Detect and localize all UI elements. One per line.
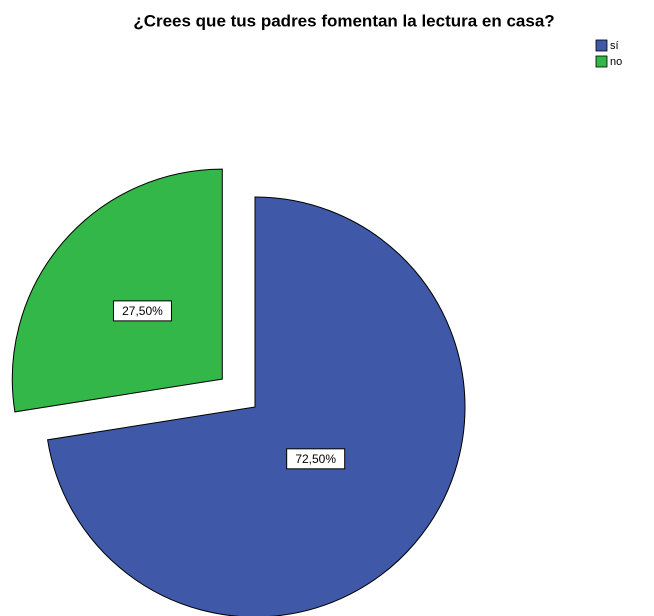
legend-label: sí: [610, 40, 619, 52]
data-label: 27,50%: [122, 304, 163, 318]
chart-title: ¿Crees que tus padres fomentan la lectur…: [133, 11, 554, 30]
data-label-box: [286, 448, 346, 470]
legend-swatch: [595, 39, 608, 52]
data-label: 72,50%: [295, 452, 336, 466]
data-label-box: [112, 300, 172, 322]
legend-swatch: [595, 55, 608, 68]
legend-label: no: [610, 56, 622, 68]
pie-slice: [11, 168, 223, 413]
pie-slice: [47, 196, 466, 616]
